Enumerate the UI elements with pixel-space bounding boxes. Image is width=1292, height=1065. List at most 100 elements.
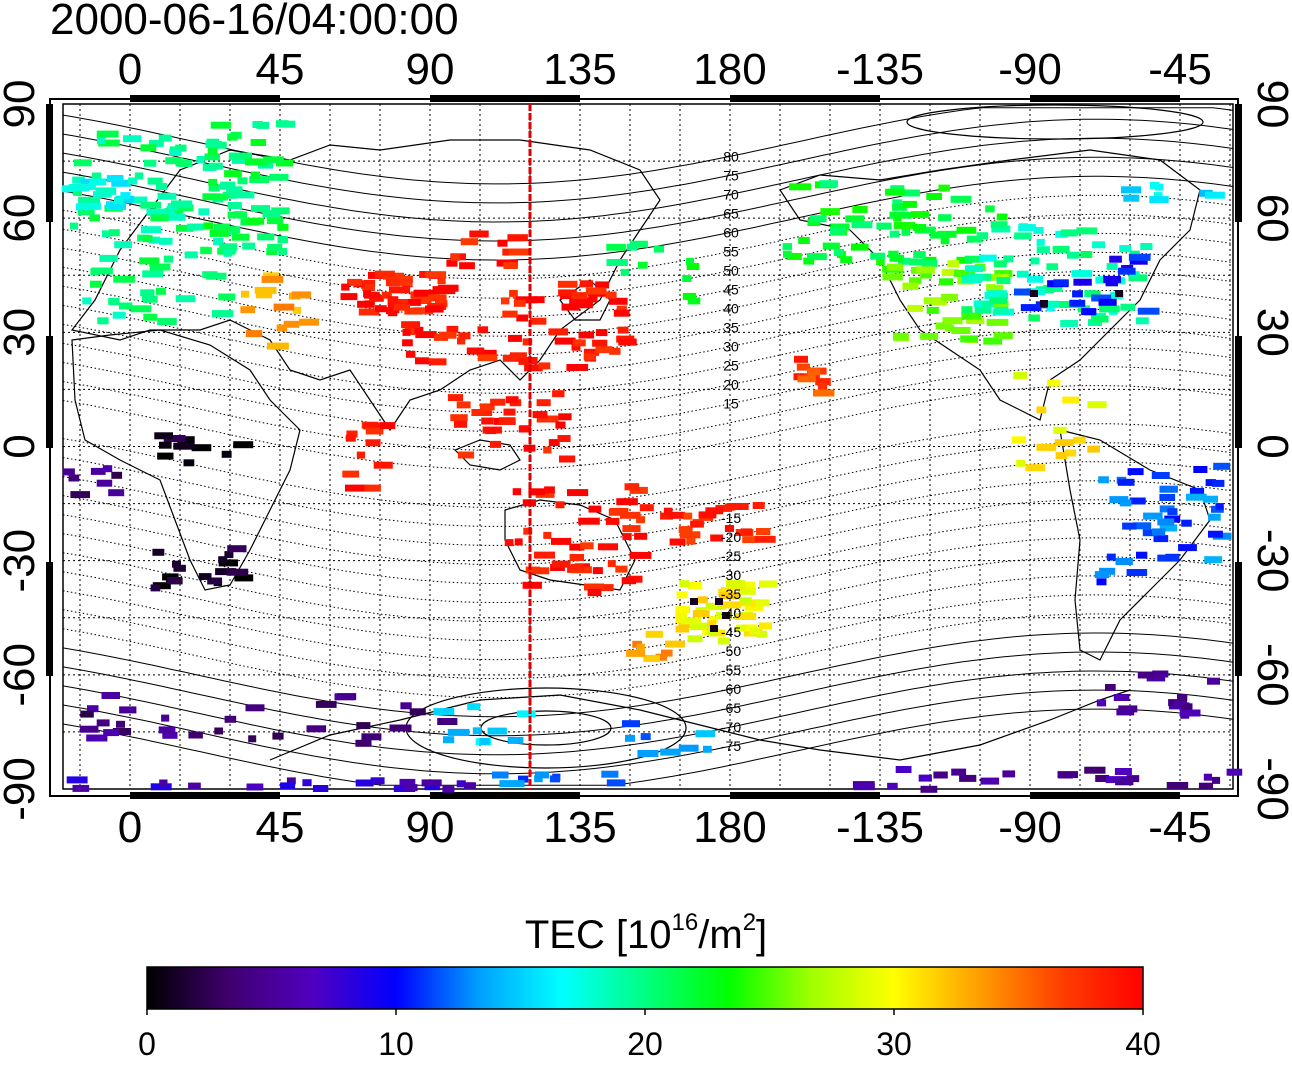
tec-cell	[529, 317, 547, 325]
tec-cell	[759, 580, 777, 588]
lat-tick-label: 0	[1248, 434, 1292, 458]
tec-cell	[926, 306, 939, 314]
lat-tick-label: -30	[1248, 529, 1292, 593]
tec-cell	[389, 724, 412, 732]
tec-cell	[175, 295, 196, 303]
tec-cell	[1016, 270, 1029, 278]
tec-cell	[822, 242, 840, 250]
tec-cell	[392, 278, 413, 286]
tec-cell	[909, 277, 922, 285]
tec-cell	[686, 263, 700, 270]
tec-cell	[157, 452, 174, 460]
tec-cell	[456, 780, 466, 788]
tec-cell	[536, 399, 551, 407]
tec-cell	[1159, 485, 1178, 493]
tec-cell	[1036, 238, 1045, 246]
tec-cell	[907, 304, 923, 312]
tec-cell	[505, 396, 519, 404]
tec-cell	[597, 543, 619, 551]
tec-cell	[144, 159, 157, 167]
tec-cell	[1036, 443, 1057, 451]
lat-tick-label: 90	[0, 80, 44, 129]
tec-cell	[251, 205, 270, 213]
tec-cell	[522, 581, 542, 589]
tec-cell	[147, 177, 163, 185]
mlat-contour	[62, 499, 1234, 584]
tec-cell	[909, 258, 924, 266]
tec-cell	[89, 214, 100, 222]
tec-cell	[715, 504, 733, 512]
tec-cell	[1054, 439, 1074, 447]
tec-cell	[548, 439, 560, 447]
lon-tick-label: 180	[693, 803, 766, 852]
contour-label: 65	[723, 206, 739, 222]
tec-cell	[518, 357, 532, 365]
tec-cell	[1099, 305, 1120, 313]
tec-cell	[888, 250, 899, 258]
tec-cell	[561, 303, 580, 311]
tec-cell	[126, 196, 148, 204]
tec-cell	[685, 257, 695, 265]
mlat-contour	[62, 213, 1234, 299]
tec-cell	[514, 780, 525, 788]
tec-cell	[695, 730, 716, 738]
tec-cell	[583, 353, 596, 361]
tec-cell	[119, 706, 137, 714]
tec-cell	[143, 313, 158, 321]
tec-cell	[235, 191, 255, 199]
tec-cell	[89, 178, 107, 186]
tec-cell	[108, 298, 120, 305]
tec-cell	[267, 342, 289, 350]
tec-cell	[687, 582, 703, 589]
tec-cell	[99, 254, 118, 262]
tec-cell	[77, 208, 95, 216]
contour-label: -75	[721, 738, 741, 754]
tec-cell	[155, 287, 166, 295]
tec-cell	[503, 408, 516, 416]
tec-cell	[589, 295, 598, 303]
tec-cell	[817, 382, 828, 390]
tec-cell	[116, 720, 125, 728]
tec-cell	[112, 311, 126, 319]
tec-cell	[903, 282, 919, 290]
lat-tick-label: -60	[1248, 643, 1292, 707]
tec-cell	[665, 640, 685, 648]
tec-cell	[1020, 304, 1042, 312]
tec-cell	[500, 297, 510, 305]
lat-tick-label: 60	[1248, 194, 1292, 243]
colorbar-tick-label: 0	[138, 1026, 156, 1062]
tec-cell	[796, 363, 810, 371]
tec-cell	[985, 205, 995, 213]
tec-cell	[255, 291, 273, 299]
tec-cell	[756, 630, 768, 638]
mlat-contour	[62, 632, 1234, 718]
tec-cell	[1212, 776, 1221, 784]
tec-cell	[755, 528, 771, 535]
tec-cell	[622, 720, 640, 728]
contour-label: -35	[721, 586, 741, 602]
tec-cell	[534, 775, 543, 783]
tec-cell	[687, 297, 701, 305]
tec-cell	[976, 232, 989, 240]
tec-cell	[1095, 775, 1110, 782]
lat-tick-label: 30	[1248, 308, 1292, 357]
colorbar: 0 10 20 30 40	[138, 966, 1161, 1062]
tec-cell	[990, 221, 1008, 229]
tec-cell	[578, 331, 595, 339]
tec-cell	[993, 332, 1013, 340]
tec-cell	[1080, 251, 1093, 258]
tec-cell	[467, 703, 481, 711]
lon-tick-label: 90	[406, 45, 455, 94]
tec-cell	[188, 782, 201, 790]
tec-cell	[1098, 476, 1109, 484]
tec-cell	[1113, 694, 1130, 701]
tec-cell	[941, 293, 958, 301]
tec-cell	[902, 200, 917, 208]
tec-cell	[566, 364, 589, 371]
tec-cell	[608, 297, 628, 305]
tec-cell	[930, 231, 948, 239]
tec-cell	[592, 567, 603, 575]
tec-cell	[920, 271, 932, 279]
tec-cell	[532, 296, 545, 304]
tec-cell	[739, 587, 756, 595]
